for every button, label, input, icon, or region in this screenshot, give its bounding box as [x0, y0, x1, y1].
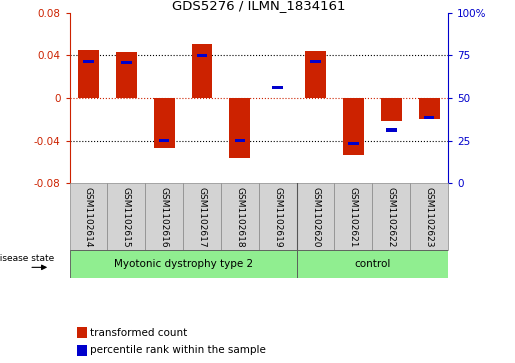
Text: transformed count: transformed count — [90, 328, 187, 338]
Text: GSM1102614: GSM1102614 — [84, 187, 93, 247]
Bar — [381, 98, 402, 122]
FancyBboxPatch shape — [297, 183, 335, 250]
FancyBboxPatch shape — [70, 183, 107, 250]
FancyBboxPatch shape — [145, 183, 183, 250]
Text: GSM1102622: GSM1102622 — [387, 187, 396, 247]
Text: disease state: disease state — [0, 254, 55, 262]
Bar — [78, 50, 99, 98]
Bar — [83, 60, 94, 64]
FancyBboxPatch shape — [70, 250, 297, 278]
Bar — [197, 54, 208, 57]
Title: GDS5276 / ILMN_1834161: GDS5276 / ILMN_1834161 — [172, 0, 346, 12]
FancyBboxPatch shape — [221, 183, 259, 250]
FancyBboxPatch shape — [183, 183, 221, 250]
Bar — [305, 51, 326, 98]
Text: GSM1102616: GSM1102616 — [160, 187, 168, 247]
Text: GSM1102623: GSM1102623 — [425, 187, 434, 247]
FancyBboxPatch shape — [297, 250, 448, 278]
Text: GSM1102618: GSM1102618 — [235, 187, 244, 247]
Text: GSM1102619: GSM1102619 — [273, 187, 282, 247]
Bar — [343, 98, 364, 155]
Bar — [230, 98, 250, 158]
Text: GSM1102621: GSM1102621 — [349, 187, 358, 247]
Bar — [348, 142, 359, 146]
Bar — [77, 327, 87, 338]
Bar — [192, 44, 212, 98]
FancyBboxPatch shape — [335, 183, 372, 250]
Bar — [424, 115, 435, 119]
FancyBboxPatch shape — [259, 183, 297, 250]
Text: GSM1102617: GSM1102617 — [198, 187, 207, 247]
Bar — [159, 139, 169, 142]
Bar — [234, 139, 245, 142]
Bar — [310, 60, 321, 64]
Bar — [116, 52, 136, 98]
Bar — [272, 86, 283, 89]
Text: percentile rank within the sample: percentile rank within the sample — [90, 345, 266, 355]
Text: GSM1102620: GSM1102620 — [311, 187, 320, 247]
Bar — [419, 98, 439, 119]
Text: Myotonic dystrophy type 2: Myotonic dystrophy type 2 — [113, 259, 253, 269]
Bar — [386, 129, 397, 132]
Bar — [154, 98, 175, 148]
FancyBboxPatch shape — [372, 183, 410, 250]
Text: GSM1102615: GSM1102615 — [122, 187, 131, 247]
Bar — [77, 345, 87, 356]
Bar — [121, 61, 132, 64]
FancyBboxPatch shape — [410, 183, 448, 250]
Text: control: control — [354, 259, 390, 269]
FancyBboxPatch shape — [107, 183, 145, 250]
